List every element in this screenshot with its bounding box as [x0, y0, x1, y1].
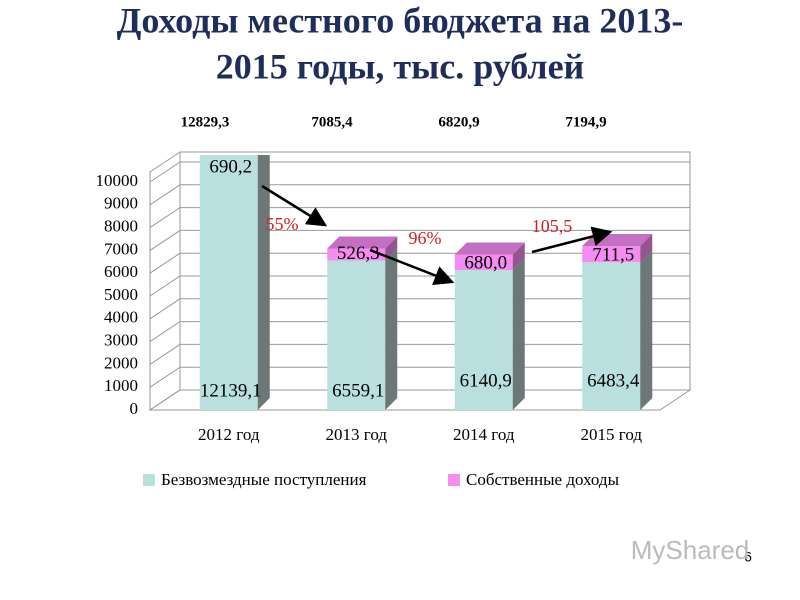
y-tick-label: 7000 [104, 239, 138, 258]
data-label: 6140,9 [460, 370, 512, 391]
y-tick-label: 3000 [104, 331, 138, 350]
bar-segment [199, 155, 258, 410]
legend-swatch [143, 474, 155, 486]
bar-segment [582, 245, 641, 263]
y-tick-label: 5000 [104, 285, 138, 304]
watermark: MyShared [631, 535, 750, 565]
annotation: 96% [409, 228, 442, 248]
bar-side [385, 236, 398, 261]
y-tick-label: 1000 [104, 376, 138, 395]
total-label: 7194,9 [565, 114, 606, 130]
data-label: 680,0 [464, 252, 507, 273]
x-tick-label: 2015 год [581, 425, 643, 444]
legend-label: Безвозмездные поступления [161, 470, 367, 489]
annotation: 55% [266, 214, 299, 234]
chart-title: Доходы местного бюджета на 2013- [117, 0, 684, 40]
data-label: 12139,1 [200, 380, 262, 401]
bar-top [454, 242, 525, 255]
data-label: 711,5 [592, 245, 634, 266]
annotation: 105,5 [532, 216, 573, 236]
data-label: 690,2 [209, 156, 252, 177]
bar-side [640, 233, 653, 263]
bar-segment [454, 269, 513, 410]
x-tick-label: 2013 год [326, 425, 388, 444]
y-tick-label: 6000 [104, 262, 138, 281]
x-tick-label: 2012 год [198, 425, 260, 444]
grid-line [149, 184, 690, 206]
bar-side [385, 248, 398, 410]
legend-label: Собственные доходы [466, 470, 620, 489]
arrow [369, 248, 455, 285]
grid-line [149, 229, 690, 251]
y-tick-label: 4000 [104, 308, 138, 327]
total-label: 7085,4 [311, 114, 353, 130]
bar-side [640, 250, 653, 410]
page-number: 6 [744, 549, 752, 565]
arrow [261, 184, 328, 227]
data-label: 6559,1 [332, 380, 384, 401]
arrow [531, 226, 613, 254]
bar-side [512, 242, 525, 270]
total-label: 6820,9 [438, 114, 479, 130]
y-tick-label: 0 [130, 399, 139, 418]
bar-segment [327, 260, 386, 410]
y-tick-label: 10000 [96, 171, 139, 190]
data-label: 526,3 [337, 243, 380, 264]
bar-segment [327, 248, 386, 261]
chart-title: 2015 годы, тыс. рублей [216, 46, 585, 86]
side-wall [149, 151, 181, 411]
y-tick-label: 2000 [104, 353, 138, 372]
grid-line [149, 161, 690, 183]
grid-line [149, 207, 690, 229]
bar-segment [582, 262, 641, 410]
bar-top [327, 236, 398, 249]
x-tick-label: 2014 год [453, 425, 515, 444]
total-label: 12829,3 [181, 114, 230, 130]
bar-side [258, 105, 270, 133]
bar-segment [454, 254, 513, 270]
bar-side [512, 257, 525, 410]
bar-side [257, 155, 270, 410]
bars [199, 105, 653, 410]
y-tick-label: 8000 [104, 217, 138, 236]
data-label: 6483,4 [587, 370, 640, 391]
legend-swatch [448, 474, 460, 486]
y-tick-label: 9000 [104, 194, 138, 213]
